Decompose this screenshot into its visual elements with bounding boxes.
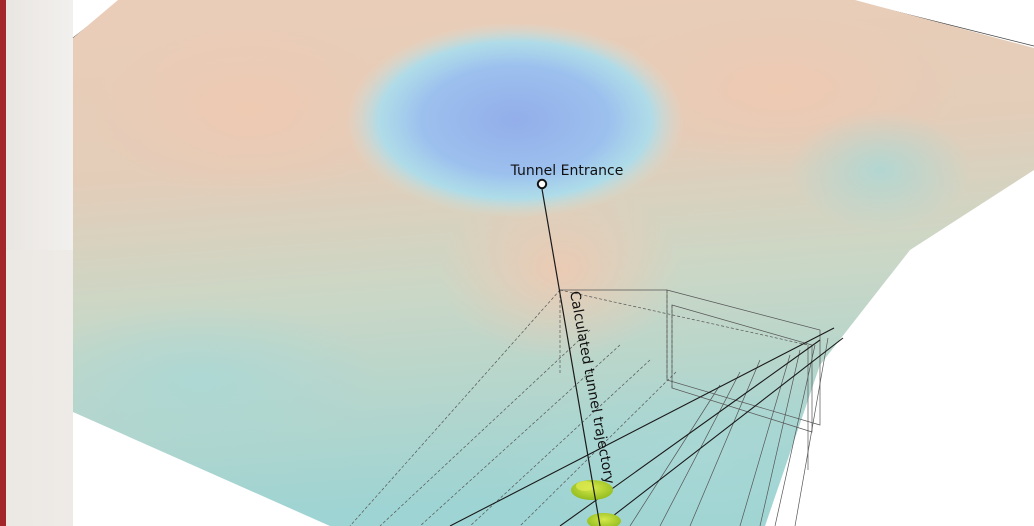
subsurface-wireframe [349, 289, 829, 526]
vegetation-clump-lower [587, 513, 621, 526]
tunnel-entrance-label: Tunnel Entrance [510, 163, 624, 179]
tunnel-entrance-marker-icon [536, 178, 548, 190]
left-accent-bar [0, 0, 6, 526]
tunnel-trajectory-line [541, 188, 601, 526]
left-background-shade [6, 250, 73, 526]
terrain-depression [345, 22, 685, 218]
vegetation-clump-upper [571, 480, 613, 500]
